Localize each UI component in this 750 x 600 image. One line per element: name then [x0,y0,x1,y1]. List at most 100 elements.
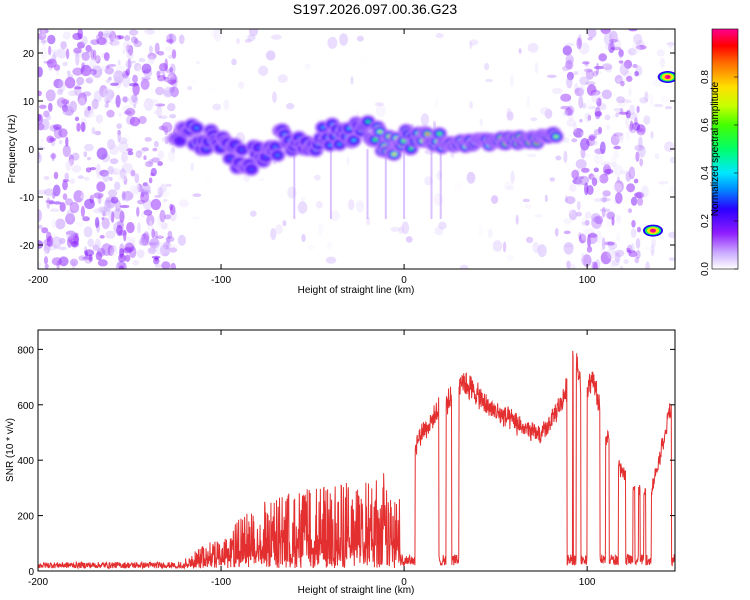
spectrogram-noise-blob [518,48,522,54]
spectrogram-noise-blob [630,170,635,176]
spectrogram-noise-blob [169,74,179,87]
spectrogram-noise-blob [565,60,573,70]
colorbar-tick-label: 0.8 [700,70,711,84]
spectrogram-track-blob [256,146,262,150]
spectrogram-noise-blob [595,71,603,75]
spectrogram-noise-blob [599,141,606,155]
spectrogram-noise-blob [101,216,105,221]
spectrogram-noise-blob [605,65,613,73]
spectrogram-noise-blob [150,198,162,211]
spectrogram-noise-blob [168,54,174,59]
spectrogram-noise-blob [360,57,368,65]
spectrogram-noise-blob [582,61,590,65]
spectrogram-noise-blob [272,91,277,103]
spectrogram-noise-blob [132,260,140,266]
spectrogram-noise-blob [668,41,674,49]
spectrogram-noise-blob [634,144,645,151]
spectrogram-noise-blob [645,261,650,269]
spectrogram-noise-blob [599,188,605,202]
spectrogram-noise-blob [134,38,139,44]
spectrogram-noise-blob [43,256,49,265]
spectrogram-noise-blob [166,74,175,83]
spectrogram-noise-blob [613,145,621,150]
spectrogram-noise-blob [624,70,632,80]
spectrogram-noise-blob [56,48,67,59]
spectrogram-noise-blob [634,191,645,199]
spectrogram-noise-blob [438,221,447,230]
spectrogram-noise-blob [600,247,606,253]
spectrogram-noise-blob [121,151,128,163]
spectrogram-noise-blob [630,228,637,238]
spectrogram-track-blob [263,155,269,159]
spectrogram-noise-blob [105,89,115,100]
spectrogram-noise-blob [167,150,176,162]
spectrogram-noise-blob [605,43,611,51]
spectrogram-noise-blob [625,110,631,119]
spectrogram-noise-blob [616,78,626,83]
spectrogram-noise-blob [579,76,589,86]
spectrogram-noise-blob [83,226,93,238]
spectrogram-noise-blob [621,99,632,104]
spectrogram-noise-blob [109,158,119,165]
spectrogram-noise-blob [573,127,584,138]
spectrogram-noise-blob [434,96,439,109]
spectrogram-noise-blob [152,147,158,152]
spectrogram-peak [643,224,663,237]
spectrogram-noise-blob [165,69,172,74]
snr-ytick-label: 600 [17,401,34,412]
spectrogram-noise-blob [149,238,160,249]
spectrogram-noise-blob [38,33,44,45]
spectrogram-noise-blob [150,98,159,103]
spectrogram-noise-blob [171,146,176,154]
spectrogram-noise-blob [146,217,151,230]
spectrogram-noise-blob [236,38,240,44]
spectrogram-noise-blob [615,112,619,118]
spectrogram-noise-blob [618,60,624,64]
spectrogram-noise-blob [213,29,222,42]
spectrogram-noise-blob [347,42,356,46]
spectrogram-xlabel: Height of straight line (km) [298,285,415,296]
spectrogram-noise-blob [330,210,340,222]
spectrogram-noise-blob [615,133,624,141]
spectrogram-noise-blob [532,241,540,253]
spectrogram-noise-blob [124,254,131,262]
spectrogram-noise-blob [196,60,200,65]
spectrogram-noise-blob [65,213,76,225]
spectrogram-noise-blob [630,243,635,254]
spectrogram-noise-blob [587,233,598,238]
spectrogram-noise-blob [100,206,110,217]
colorbar-gradient [712,29,738,269]
spectrogram-noise-blob [610,156,618,167]
spectrogram-noise-blob [595,62,600,75]
spectrogram-noise-blob [39,104,47,110]
spectrogram-noise-blob [618,49,624,58]
spectrogram-noise-blob [563,242,574,255]
spectrogram-noise-blob [491,195,499,204]
spectrogram-noise-blob [136,180,140,193]
spectrogram-noise-blob [244,39,252,43]
spectrogram-noise-blob [564,107,573,116]
spectrogram-noise-blob [632,63,638,69]
spectrogram-noise-blob [47,34,56,45]
spectrogram-noise-blob [138,234,144,239]
spectrogram-noise-blob [41,39,47,44]
spectrogram-noise-blob [69,178,76,184]
spectrogram-noise-blob [627,87,632,97]
spectrogram-track-blob [336,142,343,146]
spectrogram-noise-blob [113,208,124,220]
spectrogram-noise-blob [649,94,654,106]
spectrogram-noise-blob [52,184,61,197]
spectrogram-track-blob [275,153,281,157]
spectrogram-noise-blob [610,134,620,146]
spectrogram-noise-blob [326,241,333,250]
spectrogram-noise-blob [65,229,76,240]
spectrogram-noise-blob [593,153,604,165]
spectrogram-noise-blob [664,106,673,110]
spectrogram-noise-blob [172,83,178,88]
spectrogram-track-blob [320,125,326,130]
spectrogram-noise-blob [585,100,592,109]
spectrogram-noise-blob [581,252,585,265]
spectrogram-noise-blob [129,60,137,64]
spectrogram-noise-blob [102,96,107,107]
spectrogram-noise-blob [587,37,593,41]
